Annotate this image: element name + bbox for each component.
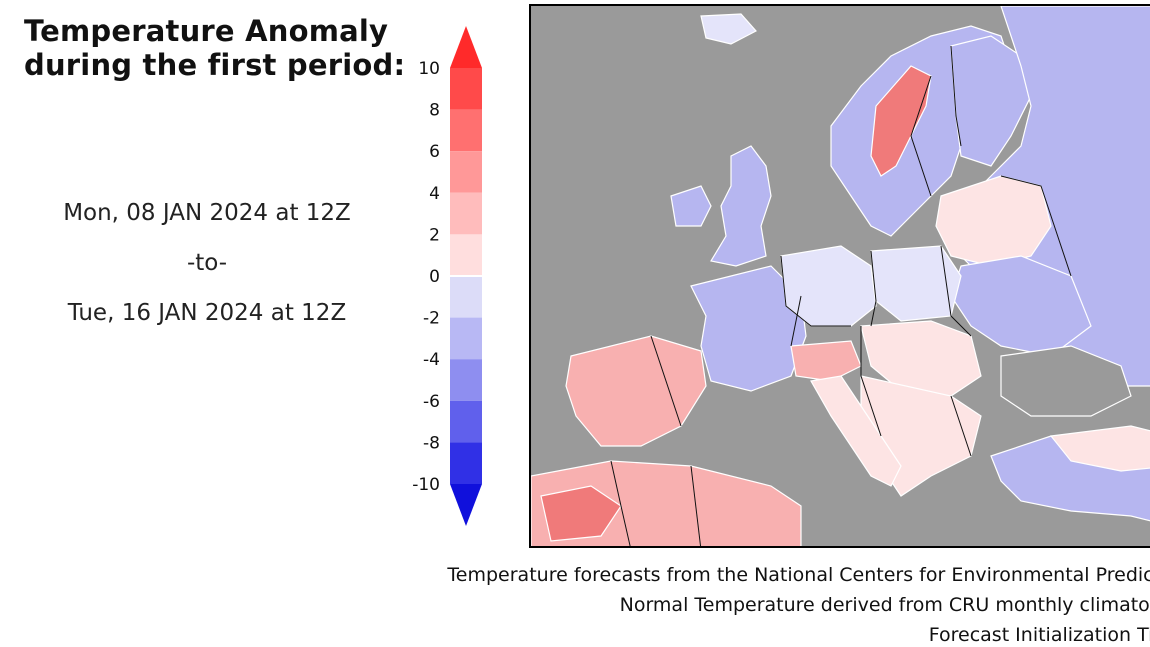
- legend-tick-label: -8: [423, 433, 440, 453]
- legend-tick-label: 4: [429, 184, 440, 204]
- land-iberia: [565, 335, 707, 447]
- land-italy: [810, 375, 902, 487]
- land-france: [690, 265, 807, 392]
- legend-band: [450, 442, 482, 484]
- period-separator: -to-: [186, 250, 228, 276]
- legend-tick-label: -6: [423, 392, 440, 412]
- map-canvas: [531, 6, 1150, 546]
- land-turkey-warm: [1049, 425, 1150, 472]
- legend-tick-labels: 10 8 6 4 2 0 -2 -4 -6 -8 -10: [412, 59, 440, 495]
- europe-map: [529, 4, 1150, 548]
- black-sea: [1000, 345, 1132, 417]
- legend-arrow-top: [450, 26, 482, 68]
- legend-tick-label: -2: [423, 309, 440, 329]
- legend-band: [450, 400, 482, 443]
- land-alps-warm: [790, 340, 862, 382]
- title-line-2: during the first period:: [24, 48, 406, 82]
- legend-band: [450, 68, 482, 110]
- color-legend: 10 8 6 4 2 0 -2 -4 -6 -8 -10: [412, 26, 482, 526]
- legend-band: [450, 192, 482, 235]
- legend-tick-label: 0: [429, 267, 440, 287]
- legend-bands: [450, 26, 482, 526]
- legend-tick-label: -10: [412, 475, 440, 495]
- map-title: Temperature Anomaly during the first per…: [24, 14, 405, 82]
- footer-line-2: Normal Temperature derived from CRU mont…: [619, 594, 1150, 616]
- legend-band: [450, 276, 482, 318]
- title-line-1: Temperature Anomaly: [24, 14, 389, 48]
- land-ireland: [670, 185, 712, 227]
- land-hungary-warm: [860, 320, 982, 397]
- legend-tick-label: 8: [429, 101, 440, 121]
- map-footer-notes: Temperature forecasts from the National …: [447, 560, 1150, 647]
- land-iceland: [700, 13, 757, 45]
- footer-line-1: Temperature forecasts from the National …: [447, 564, 1150, 586]
- land-great-britain: [710, 145, 772, 267]
- forecast-period: Mon, 08 JAN 2024 at 12Z -to- Tue, 16 JAN…: [22, 188, 392, 338]
- legend-arrow-bottom: [450, 484, 482, 526]
- footer-line-3: Forecast Initialization Time:: [928, 624, 1150, 646]
- legend-band: [450, 234, 482, 276]
- legend-band: [450, 317, 482, 360]
- country-borders: [610, 45, 1072, 546]
- period-end: Tue, 16 JAN 2024 at 12Z: [67, 300, 347, 326]
- legend-band: [450, 359, 482, 401]
- land-north-africa-strong: [540, 485, 622, 542]
- legend-tick-label: 2: [429, 225, 440, 245]
- legend-band: [450, 151, 482, 193]
- period-start: Mon, 08 JAN 2024 at 12Z: [63, 200, 351, 226]
- legend-tick-label: 10: [418, 59, 440, 79]
- legend-tick-label: 6: [429, 142, 440, 162]
- legend-tick-label: -4: [423, 350, 440, 370]
- land-finland: [950, 35, 1032, 167]
- legend-band: [450, 109, 482, 152]
